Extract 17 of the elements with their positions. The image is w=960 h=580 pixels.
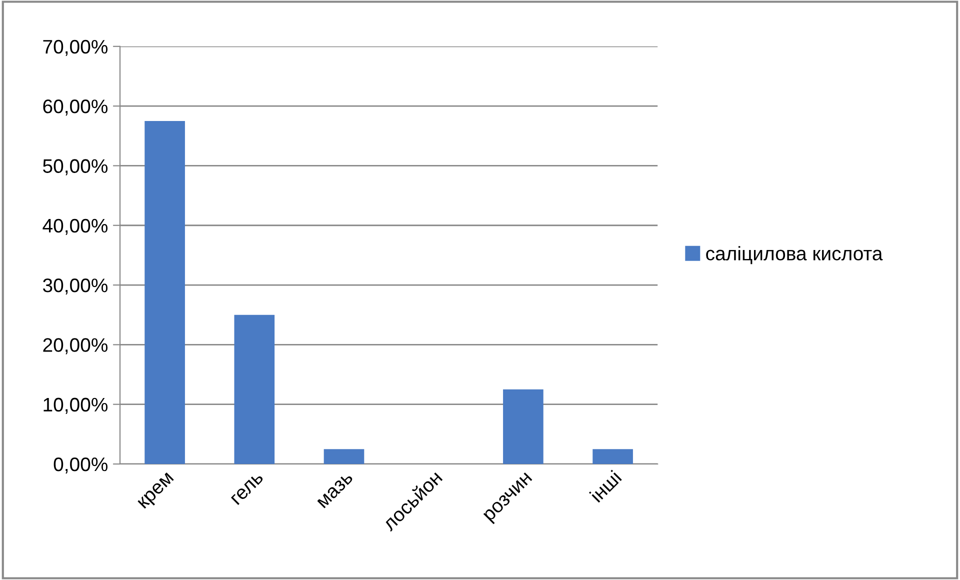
bar	[592, 449, 633, 464]
x-tick-label: мазь	[317, 472, 354, 508]
y-tick-label: 0,00%	[54, 457, 108, 474]
legend-label: саліцилова кислота	[706, 246, 883, 264]
bar	[234, 314, 275, 464]
y-tick-label: 70,00%	[43, 40, 108, 56]
y-tick-label: 30,00%	[42, 278, 108, 295]
x-tick-label: інші	[588, 470, 622, 503]
y-tick-label: 60,00%	[43, 100, 108, 116]
y-tick-label: 20,00%	[43, 338, 108, 354]
bar	[503, 389, 544, 464]
y-tick-label: 10,00%	[44, 398, 108, 414]
x-tick-label: гель	[230, 472, 264, 506]
y-tick-label: 40,00%	[42, 218, 108, 235]
bar	[144, 120, 185, 464]
bar	[324, 449, 364, 464]
y-tick-label: 50,00%	[43, 159, 108, 176]
